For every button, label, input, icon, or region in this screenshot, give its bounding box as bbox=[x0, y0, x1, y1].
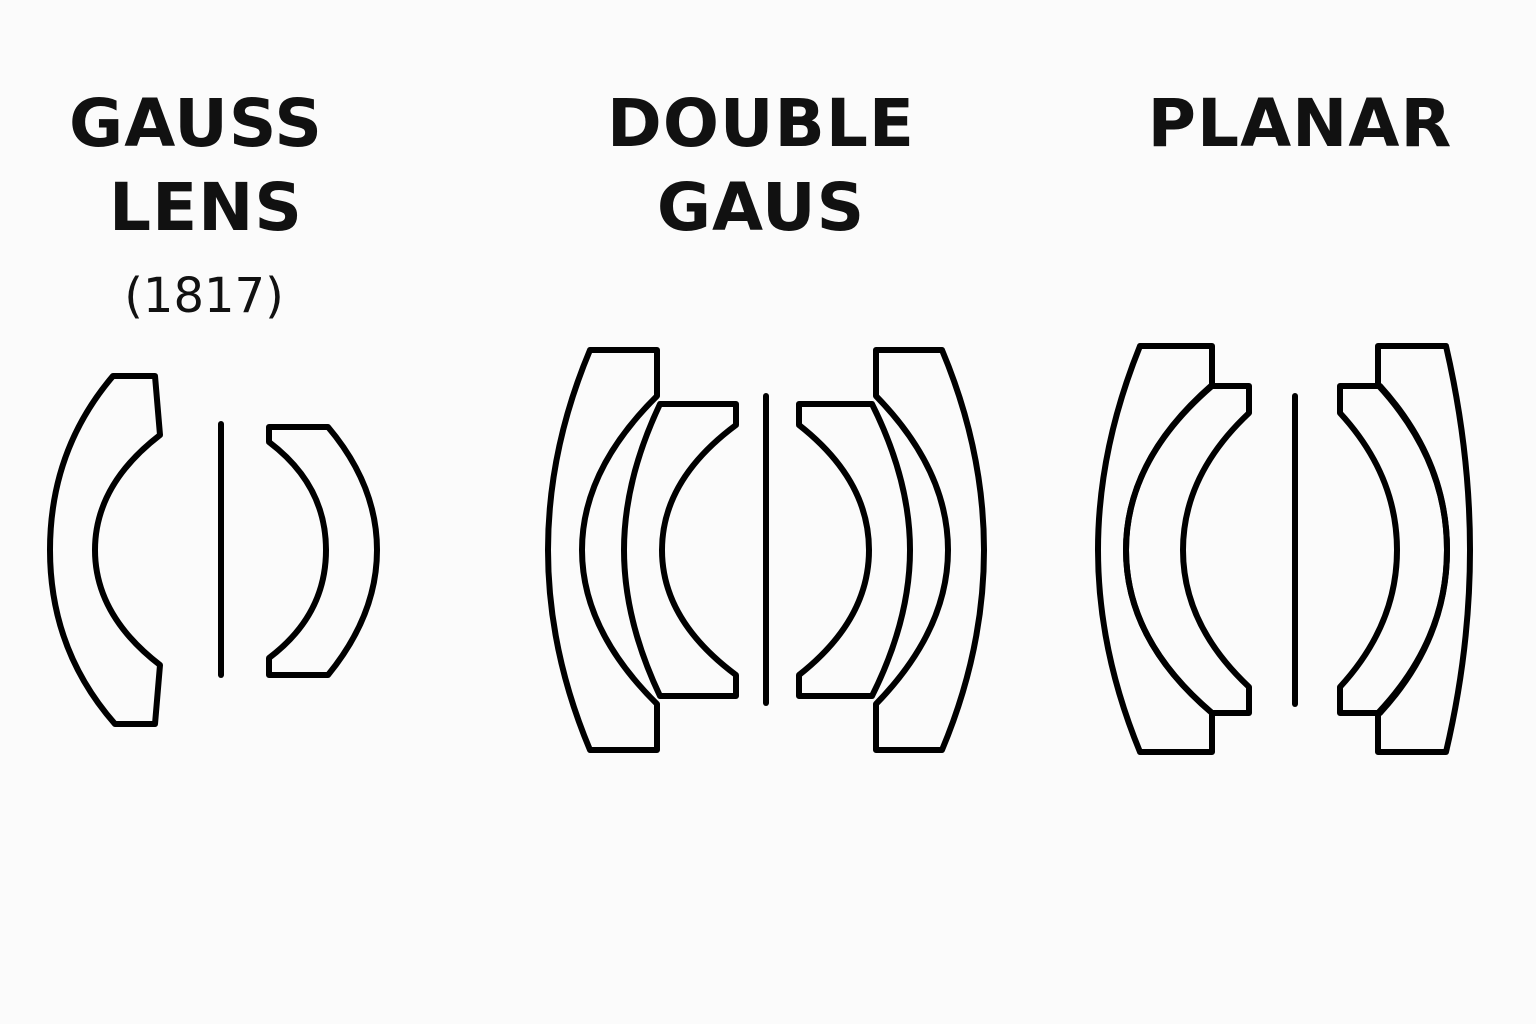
double-gauss-rear-outer-element bbox=[873, 347, 987, 753]
gauss-lens-title-line1: GAUSS bbox=[69, 85, 323, 162]
gauss-lens-title-line2: LENS bbox=[109, 169, 303, 246]
planar-diagram bbox=[1095, 343, 1473, 755]
planar-front-outer-element bbox=[1095, 343, 1215, 755]
gauss-rear-meniscus-element bbox=[266, 424, 380, 678]
planar-rear-inner-element bbox=[1337, 383, 1450, 716]
planar-rear-outer-element bbox=[1375, 343, 1473, 755]
gauss-lens-diagram bbox=[47, 373, 380, 727]
double-gauss-diagram bbox=[545, 347, 987, 753]
planar-front-inner-element bbox=[1123, 383, 1252, 716]
double-gauss-title: DOUBLE GAUS bbox=[607, 85, 915, 246]
double-gauss-front-outer-element bbox=[545, 347, 660, 753]
double-gauss-front-inner-element bbox=[621, 401, 739, 699]
gauss-lens-year: (1817) bbox=[124, 268, 284, 324]
planar-title: PLANAR bbox=[1147, 85, 1453, 162]
gauss-front-meniscus-element bbox=[47, 373, 163, 727]
double-gauss-rear-inner-element bbox=[796, 401, 913, 699]
